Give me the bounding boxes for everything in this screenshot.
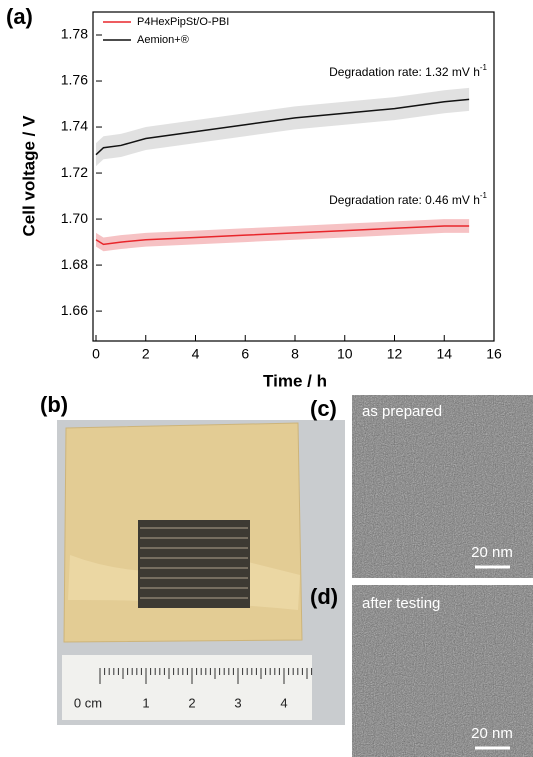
error-band bbox=[96, 219, 470, 252]
annotation-sup: -1 bbox=[480, 191, 488, 200]
x-axis-label: Time / h bbox=[263, 371, 327, 390]
y-tick-label: 1.68 bbox=[61, 256, 88, 272]
y-tick-label: 1.70 bbox=[61, 210, 88, 226]
tem-image bbox=[352, 395, 533, 578]
tem-image bbox=[352, 585, 533, 757]
tem-caption: as prepared bbox=[362, 403, 442, 420]
line bbox=[95, 225, 470, 246]
annotation-text: Degradation rate: 1.32 mV h bbox=[329, 65, 480, 79]
plot-frame bbox=[92, 11, 495, 342]
annotation: Degradation rate: 1.32 mV h-1 bbox=[329, 63, 487, 79]
x-tick-label: 0 bbox=[92, 346, 100, 362]
y-axis-label: Cell voltage / V bbox=[19, 115, 38, 237]
y-tick-label: 1.66 bbox=[61, 302, 88, 318]
scale-label: 20 nm bbox=[471, 544, 513, 561]
scale-label: 20 nm bbox=[471, 725, 513, 742]
annotation-sup: -1 bbox=[480, 63, 488, 72]
x-tick-label: 14 bbox=[436, 346, 452, 362]
y-tick-label: 1.72 bbox=[61, 164, 88, 180]
ruler-label: 3 bbox=[234, 695, 241, 710]
x-tick-label: 12 bbox=[387, 346, 403, 362]
y-tick-label: 1.74 bbox=[61, 118, 88, 134]
x-tick-label: 6 bbox=[241, 346, 249, 362]
photo bbox=[57, 420, 345, 725]
x-tick-label: 10 bbox=[337, 346, 353, 362]
error-band bbox=[96, 87, 470, 167]
annotation: Degradation rate: 0.46 mV h-1 bbox=[329, 191, 487, 207]
ruler-label: 1 bbox=[142, 695, 149, 710]
x-tick-label: 4 bbox=[192, 346, 200, 362]
x-tick-label: 16 bbox=[486, 346, 502, 362]
annotation-text: Degradation rate: 0.46 mV h bbox=[329, 193, 480, 207]
legend-label: P4HexPipSt/O-PBI bbox=[137, 16, 229, 28]
panel-label: (c) bbox=[310, 396, 337, 421]
ruler-label: 2 bbox=[188, 695, 195, 710]
ruler-label: 4 bbox=[280, 695, 287, 710]
panel-label: (d) bbox=[310, 584, 338, 609]
line bbox=[95, 98, 470, 156]
x-tick-label: 8 bbox=[291, 346, 299, 362]
panel-label: (b) bbox=[40, 392, 68, 417]
x-tick-label: 2 bbox=[142, 346, 150, 362]
y-tick-label: 1.78 bbox=[61, 26, 88, 42]
legend-label: Aemion+® bbox=[137, 34, 189, 46]
tem-caption: after testing bbox=[362, 595, 440, 612]
y-tick-label: 1.76 bbox=[61, 72, 88, 88]
ruler-label: 0 cm bbox=[74, 695, 102, 710]
panel-label: (a) bbox=[6, 4, 33, 29]
